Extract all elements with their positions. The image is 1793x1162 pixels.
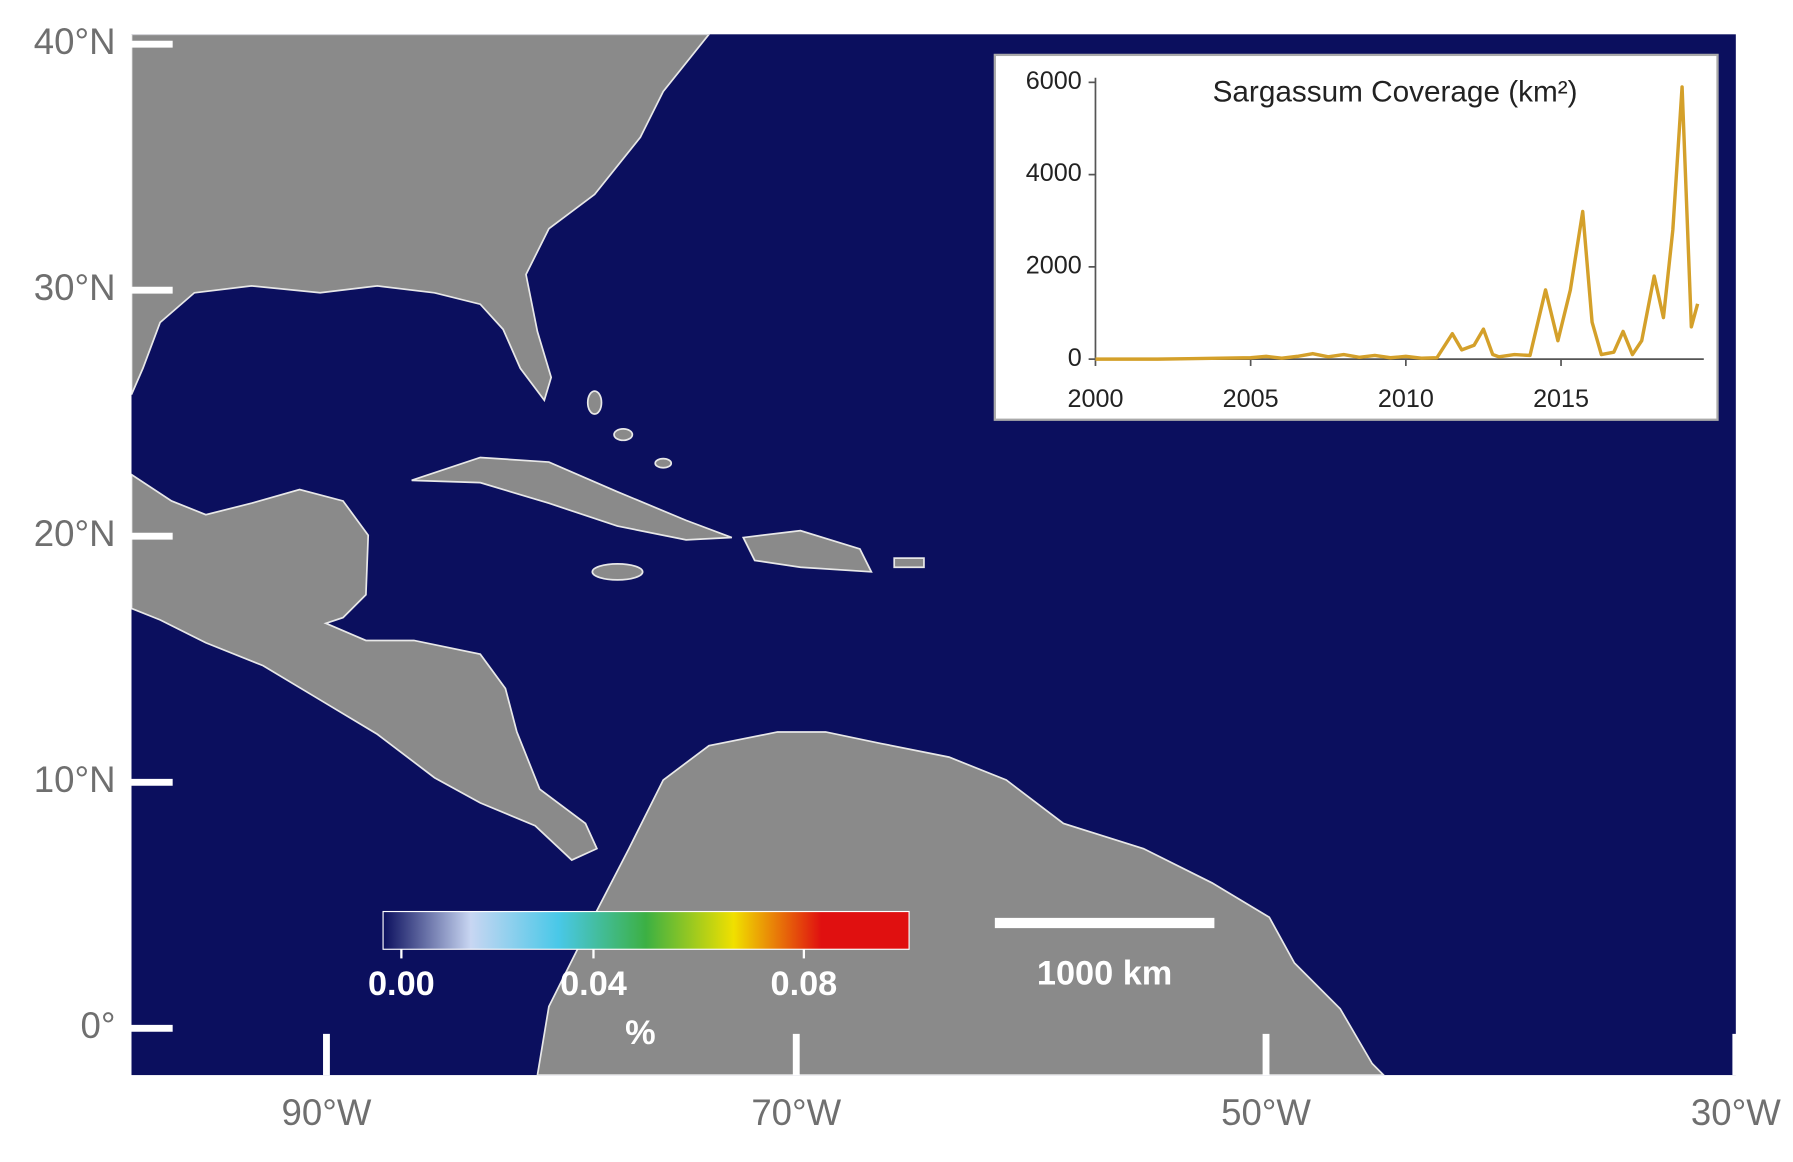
inset-y-tick-label: 0	[1068, 344, 1082, 372]
inset-x-tick-label: 2000	[1068, 385, 1124, 413]
colorbar-label: %	[625, 1014, 655, 1052]
lat-tick-label: 30°N	[34, 267, 116, 308]
inset-y-tick-label: 2000	[1026, 252, 1082, 280]
lat-tick-label: 40°N	[34, 21, 116, 62]
cuba	[411, 456, 733, 541]
inset-y-tick-label: 6000	[1026, 67, 1082, 95]
coverage-line	[1095, 85, 1700, 361]
inset-title: Sargassum Coverage (km²)	[1213, 76, 1578, 109]
lat-tick-label: 10°N	[34, 759, 116, 800]
puerto-rico	[893, 557, 925, 569]
north-america	[131, 34, 711, 403]
colorbar-tick-label: 0.00	[368, 965, 435, 1003]
lon-tick-label: 90°W	[282, 1092, 372, 1133]
bahamas	[613, 428, 634, 442]
scale-bar-label: 1000 km	[1037, 955, 1172, 993]
colorbar-tick-label: 0.04	[560, 965, 627, 1003]
inset-x-tick-label: 2015	[1533, 385, 1589, 413]
colorbar	[382, 910, 910, 950]
jamaica	[591, 562, 644, 581]
south-america	[536, 731, 1385, 1076]
lat-tick-label: 0°	[81, 1005, 116, 1046]
land	[131, 34, 1385, 1076]
hispaniola	[741, 529, 873, 573]
inset-panel	[993, 53, 1719, 421]
lat-tick-label: 20°N	[34, 513, 116, 554]
inset-y-tick-label: 4000	[1026, 159, 1082, 187]
bahamas	[654, 457, 673, 469]
lon-tick-label: 30°W	[1691, 1092, 1781, 1133]
inset-x-tick-label: 2005	[1223, 385, 1279, 413]
bahamas	[586, 390, 603, 415]
central-america	[131, 473, 599, 862]
lon-tick-label: 70°W	[751, 1092, 841, 1133]
colorbar-tick-label: 0.08	[770, 965, 837, 1003]
inset-x-tick-label: 2010	[1378, 385, 1434, 413]
lon-tick-label: 50°W	[1221, 1092, 1311, 1133]
overlay: % 1000 km Sargassum Coverage (km²) 40°N 3…	[34, 21, 1781, 1133]
